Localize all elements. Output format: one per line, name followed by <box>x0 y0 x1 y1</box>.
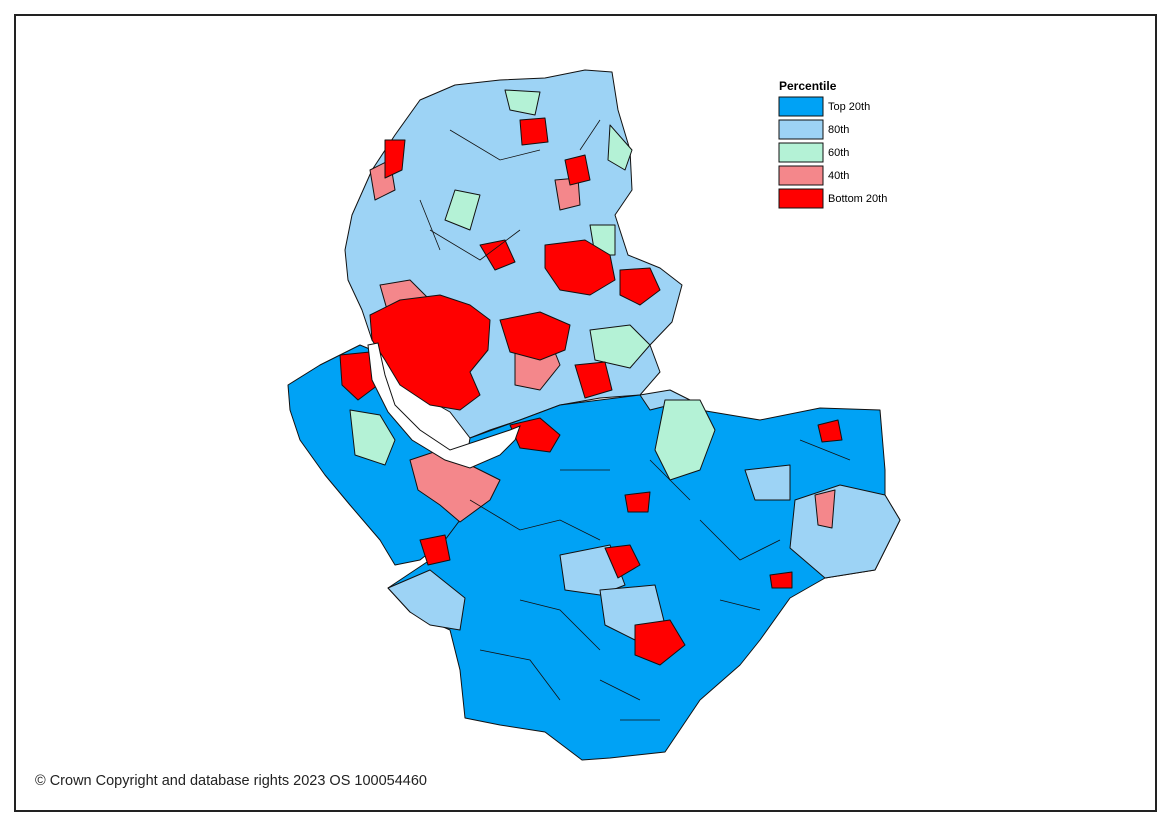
region <box>339 351 379 401</box>
legend-swatch <box>778 142 824 163</box>
copyright: © Crown Copyright and database rights 20… <box>35 773 427 789</box>
legend-swatch <box>778 165 824 186</box>
region <box>574 361 613 399</box>
region <box>444 189 481 231</box>
region <box>499 311 571 361</box>
region <box>349 409 396 466</box>
region <box>624 491 651 513</box>
region <box>589 324 651 369</box>
region <box>519 117 549 146</box>
region <box>387 569 466 631</box>
region <box>564 154 591 186</box>
region <box>384 139 406 179</box>
region <box>504 89 541 116</box>
region <box>814 489 836 529</box>
region <box>509 417 561 453</box>
region <box>604 544 641 579</box>
legend-label: 40th <box>828 170 849 182</box>
region <box>634 619 686 666</box>
region <box>479 239 516 271</box>
region <box>817 419 843 443</box>
region <box>654 399 716 481</box>
legend-title: Percentile <box>779 79 837 93</box>
legend-swatch <box>778 119 824 140</box>
region <box>544 239 616 296</box>
region <box>369 294 491 411</box>
legend-swatch <box>778 188 824 209</box>
legend-label: 80th <box>828 124 849 136</box>
legend: Percentile Top 20th 80th 60th 40th Bottom 20… <box>778 79 887 209</box>
river <box>367 342 521 469</box>
region <box>619 267 661 306</box>
region <box>419 534 451 566</box>
region <box>769 571 793 589</box>
region <box>607 124 633 171</box>
legend-label: Bottom 20th <box>828 193 887 205</box>
legend-label: 60th <box>828 147 849 159</box>
legend-swatch <box>778 96 824 117</box>
legend-label: Top 20th <box>828 101 870 113</box>
boundary <box>419 119 851 721</box>
region <box>744 464 791 501</box>
